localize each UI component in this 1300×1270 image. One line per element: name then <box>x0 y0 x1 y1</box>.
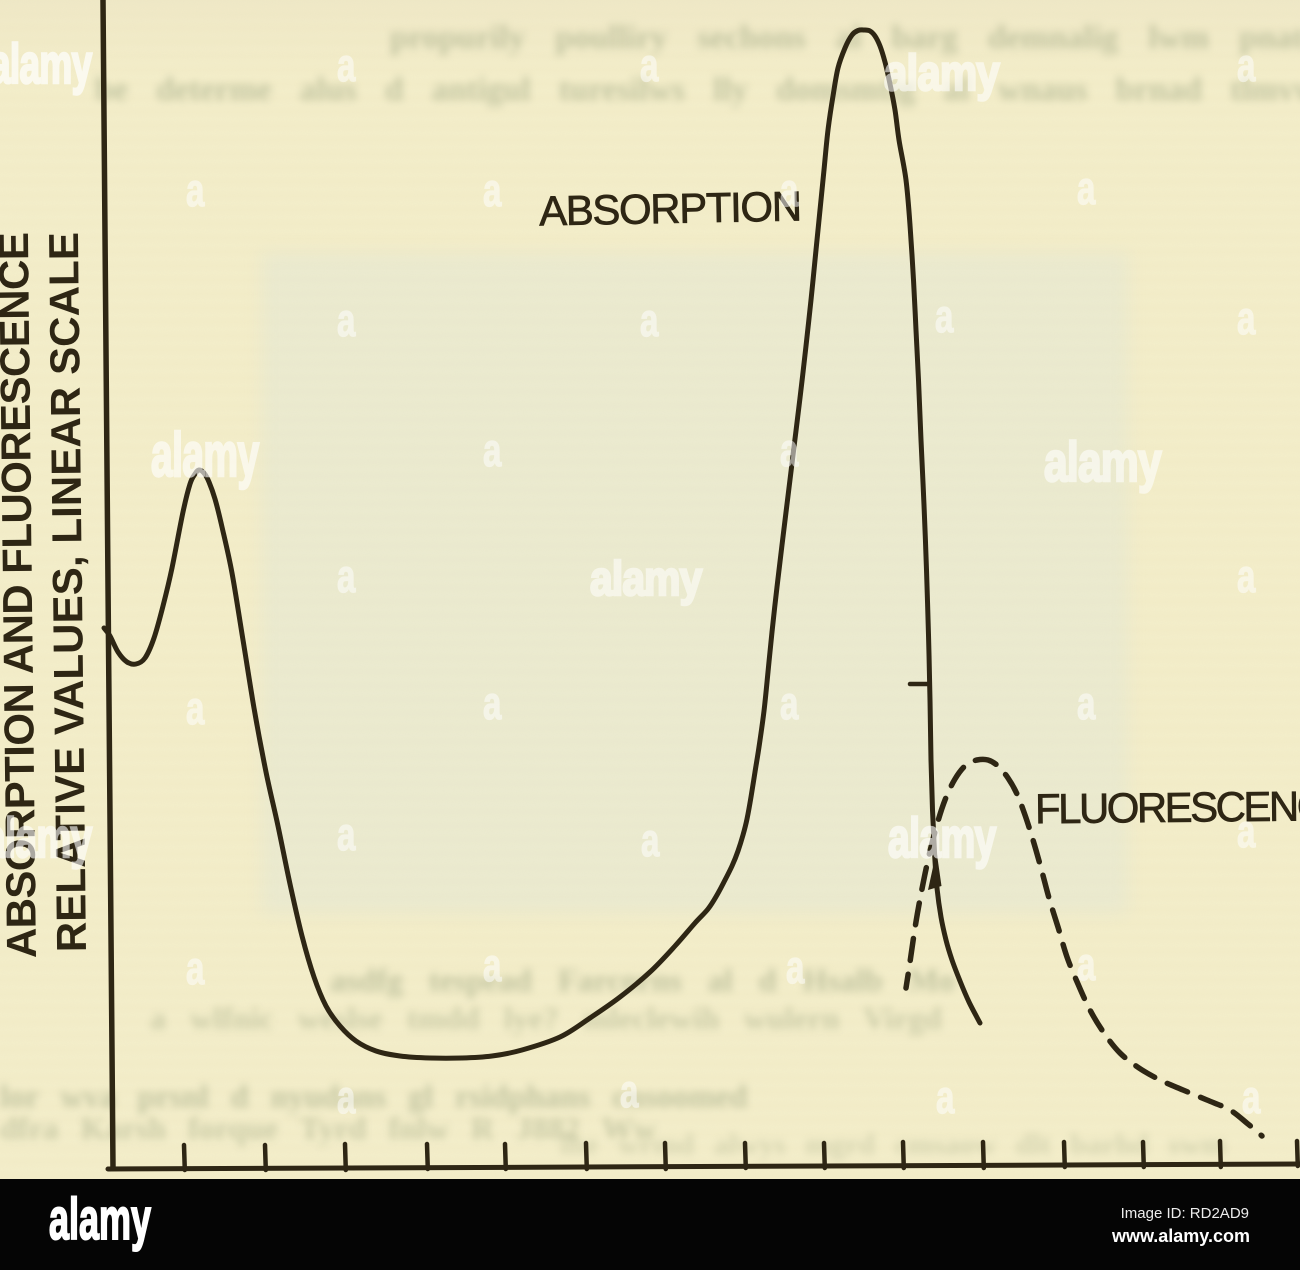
svg-text:RELATIVE VALUES, LINEAR SCALE: RELATIVE VALUES, LINEAR SCALE <box>40 232 95 952</box>
svg-text:ABSORPTION AND FLUORESCENCE: ABSORPTION AND FLUORESCENCE <box>0 232 45 958</box>
svg-text:ABSORPTION: ABSORPTION <box>539 182 803 234</box>
svg-text:FLUORESCENC: FLUORESCENC <box>1035 782 1300 832</box>
